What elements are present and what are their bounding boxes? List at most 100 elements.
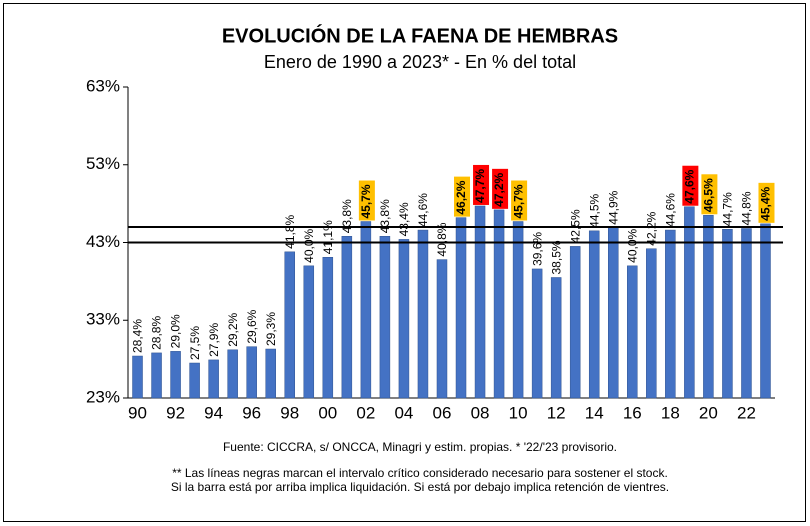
- value-label: 46,2%: [454, 180, 468, 214]
- bar: [417, 229, 429, 399]
- x-tick-label: 00: [318, 403, 337, 422]
- bar: [627, 265, 638, 399]
- value-label-group: 29,6%: [245, 309, 259, 343]
- bar: [379, 236, 391, 399]
- note: Si la barra está por arriba implica liqu…: [171, 480, 669, 494]
- value-label-group: 43,8%: [378, 199, 392, 233]
- bar: [246, 346, 257, 399]
- value-label: 45,7%: [359, 184, 373, 218]
- value-label: 39,6%: [530, 232, 544, 266]
- y-tick-label: 43%: [86, 232, 120, 251]
- x-tick-label: 06: [433, 403, 452, 422]
- value-label: 29,0%: [169, 314, 183, 348]
- value-label-group: 47,7%: [473, 164, 490, 205]
- bar: [684, 206, 695, 399]
- value-label-group: 28,4%: [131, 319, 145, 353]
- bar: [703, 215, 714, 399]
- bar: [531, 268, 543, 399]
- bar: [151, 352, 162, 399]
- value-label-group: 43,8%: [340, 199, 354, 233]
- value-label-group: 44,5%: [587, 193, 601, 227]
- bar: [436, 259, 448, 399]
- value-label-group: 41,1%: [321, 220, 335, 254]
- value-label-group: 38,5%: [549, 240, 563, 274]
- value-label: 44,8%: [740, 191, 754, 225]
- value-label: 44,6%: [416, 193, 430, 227]
- value-label: 29,2%: [226, 312, 240, 346]
- value-label: 44,6%: [664, 193, 678, 227]
- value-label-group: 40,8%: [435, 222, 449, 256]
- label-highlight: [701, 174, 718, 215]
- x-tick-label: 16: [623, 403, 642, 422]
- bar: [741, 228, 752, 399]
- bar: [341, 236, 353, 399]
- value-label: 28,8%: [150, 316, 164, 350]
- bar: [608, 227, 619, 399]
- bar: [322, 257, 334, 399]
- bar: [588, 230, 600, 399]
- value-label-group: 44,6%: [416, 193, 430, 227]
- value-label-group: 45,7%: [511, 180, 528, 221]
- bar: [284, 251, 295, 399]
- value-label: 42,2%: [644, 211, 658, 245]
- bar: [474, 205, 486, 399]
- value-label-group: 29,3%: [264, 312, 278, 346]
- bar: [665, 229, 676, 399]
- x-tick-label: 12: [547, 403, 566, 422]
- x-tick-label: 92: [166, 403, 185, 422]
- x-tick-label: 90: [128, 403, 147, 422]
- value-label: 27,9%: [207, 323, 221, 357]
- label-highlight: [358, 180, 375, 221]
- value-label-group: 46,5%: [701, 174, 718, 215]
- bar: [646, 248, 657, 399]
- value-label-group: 29,2%: [226, 312, 240, 346]
- value-label-group: 43,4%: [397, 202, 411, 236]
- value-label: 43,8%: [378, 199, 392, 233]
- bar: [455, 217, 467, 399]
- bar: [360, 221, 372, 399]
- bar: [550, 277, 562, 399]
- x-tick-label: 14: [585, 403, 604, 422]
- bar: [398, 239, 410, 399]
- value-label: 40,0%: [625, 228, 639, 262]
- bar: [722, 229, 733, 399]
- value-label: 40,8%: [435, 222, 449, 256]
- label-highlight: [511, 180, 528, 221]
- value-label: 38,5%: [549, 240, 563, 274]
- y-tick-label: 23%: [86, 387, 120, 406]
- source: Fuente: CICCRA, s/ ONCCA, Minagri y esti…: [223, 440, 617, 454]
- x-tick-label: 04: [394, 403, 413, 422]
- value-label-group: 44,6%: [664, 193, 678, 227]
- value-label: 46,5%: [702, 178, 716, 212]
- bar: [569, 246, 581, 399]
- value-label-group: 47,6%: [682, 165, 699, 206]
- value-label: 43,8%: [340, 199, 354, 233]
- x-tick-label: 20: [699, 403, 718, 422]
- x-tick-label: 94: [204, 403, 223, 422]
- value-label: 43,4%: [397, 202, 411, 236]
- x-tick-label: 22: [737, 403, 756, 422]
- value-label: 47,2%: [492, 172, 506, 206]
- chart-title: EVOLUCIÓN DE LA FAENA DE HEMBRAS: [222, 23, 618, 47]
- value-label-group: 47,2%: [492, 168, 509, 209]
- bar: [303, 265, 315, 399]
- value-label: 41,8%: [283, 214, 297, 248]
- bar: [493, 209, 505, 399]
- y-tick-label: 33%: [86, 310, 120, 329]
- bar: [265, 348, 276, 399]
- bar: [170, 351, 181, 399]
- value-label-group: 44,8%: [740, 191, 754, 225]
- x-tick-label: 98: [280, 403, 299, 422]
- label-highlight: [682, 165, 699, 206]
- bar: [189, 362, 200, 399]
- x-tick-label: 02: [356, 403, 375, 422]
- value-label-group: 44,7%: [721, 192, 735, 226]
- bar: [208, 359, 219, 399]
- bar: [227, 349, 238, 399]
- chart-subtitle: Enero de 1990 a 2023* - En % del total: [264, 52, 576, 72]
- value-label: 45,4%: [759, 186, 773, 220]
- value-label: 29,3%: [264, 312, 278, 346]
- value-label: 44,7%: [721, 192, 735, 226]
- x-tick-label: 18: [661, 403, 680, 422]
